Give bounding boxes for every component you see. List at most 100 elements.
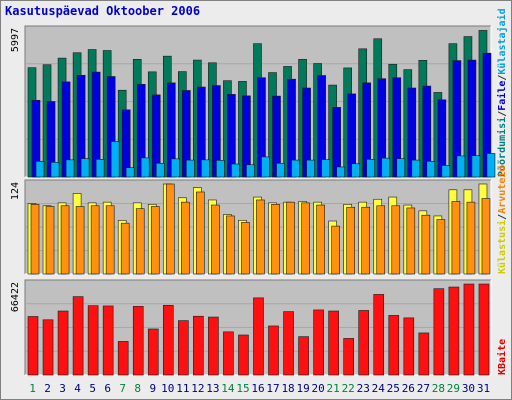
bar-arvuteid-day-7 bbox=[120, 222, 130, 275]
y-max-tick: 66422 bbox=[10, 282, 21, 312]
bar-kbaite-day-1 bbox=[27, 316, 39, 376]
bar-külastajaid-day-13 bbox=[216, 160, 225, 178]
day-label-7: 7 bbox=[119, 382, 126, 395]
bar-arvuteid-day-11 bbox=[181, 201, 190, 275]
day-label-13: 13 bbox=[206, 382, 219, 395]
bar-külastajaid-day-23 bbox=[366, 159, 376, 178]
bar-külastajaid-day-5 bbox=[95, 159, 105, 178]
legend-panel-2: Külastusi/Arvuteid bbox=[496, 166, 508, 274]
bar-kbaite-day-3 bbox=[57, 310, 69, 376]
bar-kbaite-day-18 bbox=[283, 311, 294, 376]
bar-külastajaid-day-9 bbox=[155, 162, 165, 178]
day-label-2: 2 bbox=[44, 382, 51, 395]
bar-arvuteid-day-28 bbox=[436, 219, 446, 275]
bar-arvuteid-day-20 bbox=[316, 204, 325, 275]
bar-kbaite-day-31 bbox=[478, 283, 490, 376]
legend-item: Külastusi bbox=[496, 220, 508, 274]
bar-arvuteid-day-26 bbox=[406, 207, 416, 275]
bar-kbaite-day-2 bbox=[42, 319, 54, 376]
bar-külastajaid-day-17 bbox=[276, 162, 285, 178]
legend-item: KBaite bbox=[496, 339, 508, 375]
bar-kbaite-day-8 bbox=[132, 306, 144, 376]
bar-arvuteid-day-1 bbox=[30, 204, 40, 275]
bar-külastajaid-day-25 bbox=[396, 158, 406, 178]
day-label-9: 9 bbox=[149, 382, 156, 395]
bar-arvuteid-day-22 bbox=[346, 206, 355, 275]
bar-arvuteid-day-29 bbox=[451, 201, 461, 275]
legend-item: Arvuteid bbox=[496, 166, 508, 214]
bar-arvuteid-day-13 bbox=[211, 204, 220, 275]
bar-kbaite-day-26 bbox=[403, 317, 415, 376]
bar-arvuteid-day-21 bbox=[331, 225, 340, 275]
bar-kbaite-day-23 bbox=[358, 310, 370, 376]
bar-faile-day-21 bbox=[332, 107, 341, 178]
bar-kbaite-day-5 bbox=[87, 305, 99, 376]
day-label-12: 12 bbox=[191, 382, 204, 395]
day-label-16: 16 bbox=[251, 382, 264, 395]
bar-külastajaid-day-29 bbox=[456, 155, 466, 178]
y-max-tick: 124 bbox=[10, 182, 21, 200]
bar-faile-day-7 bbox=[121, 109, 131, 178]
day-label-24: 24 bbox=[372, 382, 386, 395]
bar-külastajaid-day-30 bbox=[471, 155, 481, 178]
bar-kbaite-day-13 bbox=[208, 316, 219, 376]
day-label-4: 4 bbox=[74, 382, 81, 395]
bar-kbaite-day-12 bbox=[193, 315, 204, 376]
bar-arvuteid-day-31 bbox=[481, 198, 491, 275]
bar-kbaite-day-4 bbox=[72, 296, 84, 376]
bar-arvuteid-day-10 bbox=[165, 183, 175, 275]
bar-arvuteid-day-12 bbox=[196, 191, 205, 275]
bar-arvuteid-day-14 bbox=[226, 215, 235, 275]
day-label-31: 31 bbox=[477, 382, 490, 395]
day-label-18: 18 bbox=[281, 382, 294, 395]
bar-arvuteid-day-5 bbox=[90, 205, 100, 275]
bar-kbaite-day-6 bbox=[102, 305, 114, 376]
plot-border-dark bbox=[24, 279, 491, 375]
bar-külastajaid-day-24 bbox=[381, 157, 391, 178]
bar-külastajaid-day-20 bbox=[321, 159, 330, 178]
bar-kbaite-day-16 bbox=[253, 297, 264, 376]
bar-kbaite-day-20 bbox=[313, 309, 324, 376]
bar-arvuteid-day-27 bbox=[421, 214, 431, 275]
bar-külastajaid-day-11 bbox=[186, 159, 195, 178]
day-label-5: 5 bbox=[89, 382, 96, 395]
legend-item: Pöördumisi bbox=[496, 117, 508, 177]
bar-kbaite-day-25 bbox=[388, 315, 400, 376]
plot-border-dark bbox=[24, 179, 491, 274]
panel-2: 124 Külastusi/Arvuteid bbox=[10, 166, 508, 275]
y-max-tick: 5997 bbox=[10, 28, 21, 52]
legend-item: Faile bbox=[496, 81, 508, 111]
day-label-19: 19 bbox=[296, 382, 309, 395]
day-label-11: 11 bbox=[176, 382, 189, 395]
bar-külastajaid-day-31 bbox=[486, 153, 496, 178]
bar-külastajaid-day-28 bbox=[441, 165, 451, 178]
bar-külastajaid-day-1 bbox=[35, 161, 45, 178]
bar-külastajaid-day-6 bbox=[110, 141, 120, 178]
bar-kbaite-day-17 bbox=[268, 325, 279, 376]
bar-külastajaid-day-22 bbox=[351, 163, 360, 178]
bar-arvuteid-day-19 bbox=[301, 202, 310, 275]
bar-kbaite-day-14 bbox=[223, 331, 234, 376]
bar-külastajaid-day-7 bbox=[125, 167, 135, 178]
bar-kbaite-day-27 bbox=[418, 332, 430, 376]
day-label-27: 27 bbox=[417, 382, 430, 395]
day-label-17: 17 bbox=[266, 382, 279, 395]
bar-kbaite-day-19 bbox=[298, 336, 309, 376]
bar-arvuteid-day-2 bbox=[45, 206, 55, 275]
bar-arvuteid-day-18 bbox=[286, 201, 295, 275]
bar-külastajaid-day-12 bbox=[201, 159, 210, 178]
bar-arvuteid-day-9 bbox=[150, 206, 160, 275]
bar-arvuteid-day-8 bbox=[135, 208, 145, 275]
bar-kbaite-day-10 bbox=[162, 304, 174, 376]
day-label-20: 20 bbox=[312, 382, 325, 395]
day-label-25: 25 bbox=[387, 382, 400, 395]
day-label-26: 26 bbox=[402, 382, 415, 395]
day-label-6: 6 bbox=[104, 382, 111, 395]
bar-külastajaid-day-18 bbox=[291, 159, 300, 178]
day-label-3: 3 bbox=[59, 382, 66, 395]
day-label-1: 1 bbox=[29, 382, 36, 395]
day-label-15: 15 bbox=[236, 382, 249, 395]
bar-kbaite-day-29 bbox=[448, 286, 460, 376]
legend-item: Külastajaid bbox=[496, 8, 508, 74]
